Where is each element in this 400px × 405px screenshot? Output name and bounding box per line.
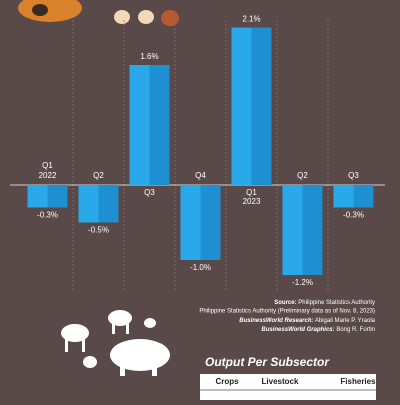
farm-icons — [18, 0, 179, 376]
x-tick-year: 2023 — [243, 197, 261, 206]
x-tick-label: Q3 — [348, 171, 359, 180]
value-label: 2.1% — [242, 15, 260, 24]
x-tick-label: Q1 — [246, 188, 257, 197]
bar-shade — [47, 185, 68, 208]
credit-line: Philippine Statistics Authority (Prelimi… — [199, 309, 375, 315]
label: Source: — [274, 300, 296, 306]
credit-line: BusinessWorld Research: Abigail Marie P.… — [239, 318, 375, 324]
table-title: Output Per Subsector — [205, 355, 330, 369]
x-tick-label: Q2 — [93, 171, 104, 180]
bar-shade — [149, 65, 170, 185]
text: Philippine Statistics Authority — [298, 300, 375, 306]
x-tick-label: Q1 — [42, 161, 53, 170]
label: BusinessWorld Research: — [239, 318, 313, 324]
credit-line: Source: Philippine Statistics Authority — [274, 300, 375, 306]
credit-line: BusinessWorld Graphics: Bong R. Fortin — [261, 327, 375, 333]
label: BusinessWorld Graphics: — [261, 327, 334, 333]
bar-shade — [353, 185, 374, 208]
bar-shade — [200, 185, 221, 260]
value-label: -0.3% — [343, 211, 364, 220]
x-tick-label: Q3 — [144, 188, 155, 197]
value-label: 1.6% — [140, 52, 158, 61]
table-box — [200, 374, 376, 404]
bar-shade — [251, 27, 272, 185]
value-label: -1.0% — [190, 263, 211, 272]
bar-shade — [98, 185, 119, 223]
value-label: -0.3% — [37, 211, 58, 220]
x-tick-label: Q4 — [195, 171, 206, 180]
bar-shade — [302, 185, 323, 275]
table-header: Crops — [215, 377, 239, 386]
value-label: -1.2% — [292, 278, 313, 287]
text: Abigail Marie P. Yraola — [315, 318, 376, 324]
x-tick-label: Q2 — [297, 171, 308, 180]
value-label: -0.5% — [88, 226, 109, 235]
text: Bong R. Fortin — [336, 327, 375, 333]
table-header: Livestock — [262, 377, 299, 386]
table-header: Fisheries — [340, 377, 376, 386]
x-tick-year: 2022 — [39, 171, 57, 180]
